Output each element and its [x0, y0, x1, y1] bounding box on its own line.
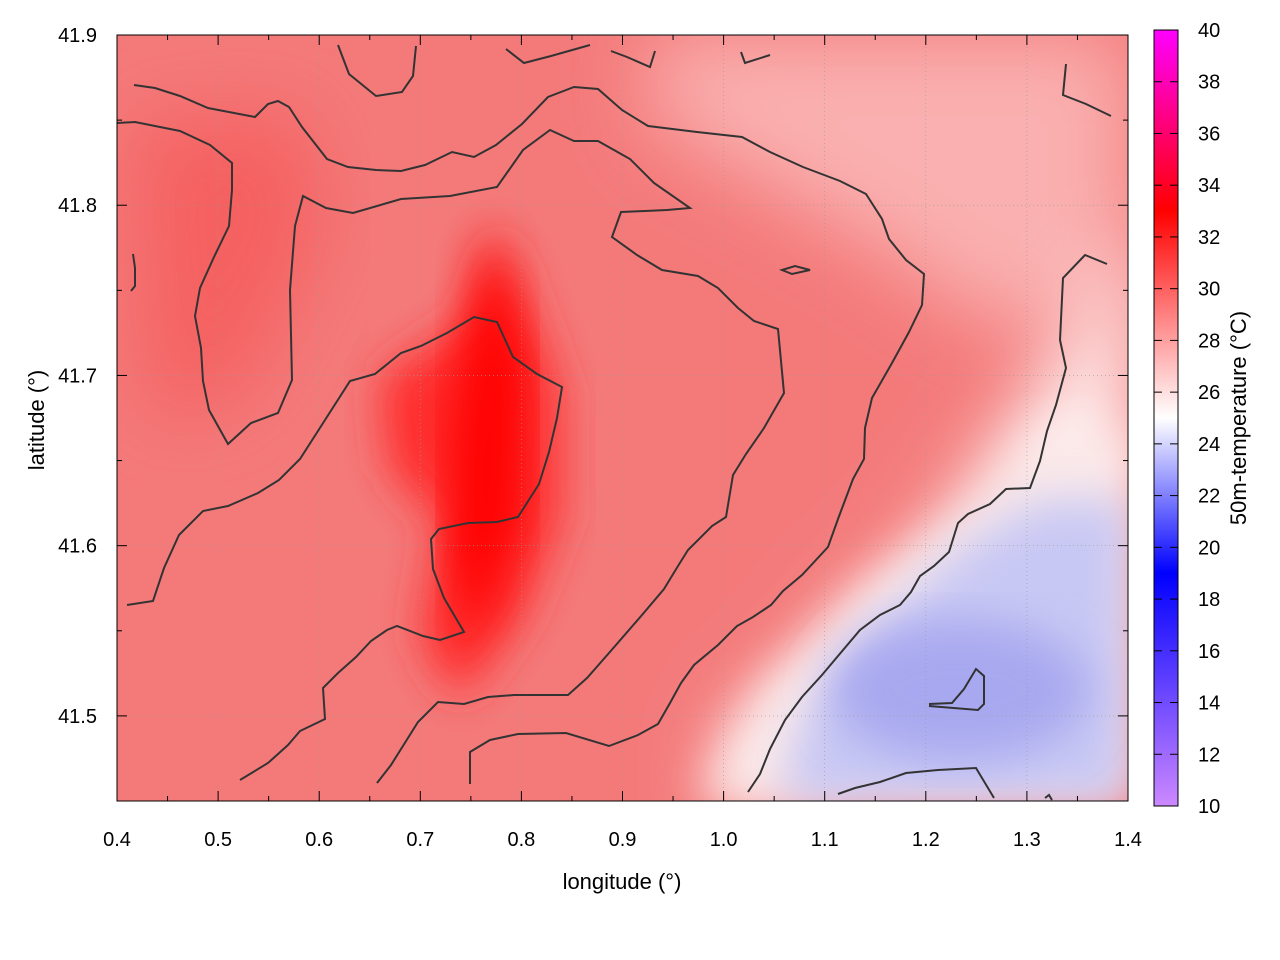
x-axis: 0.4 0.5 0.6 0.7 0.8 0.9 1.0 1.1 1.2 1.3 1.4: [103, 35, 1142, 851]
colorbar-tick-label: 36: [1198, 123, 1220, 145]
colorbar-gradient: [1153, 29, 1179, 807]
colorbar-tick-label: 20: [1198, 537, 1220, 559]
contour-north-3: [610, 50, 656, 69]
contour-west-stub: [130, 253, 136, 292]
y-tick-label: 41.9: [58, 25, 97, 47]
contour-north-5: [1061, 63, 1112, 117]
heat-field: [117, 35, 1128, 801]
contour-se-tick: [1044, 793, 1053, 801]
colorbar-tick-label: 40: [1198, 20, 1220, 42]
contour-28: [133, 84, 926, 784]
x-axis-label: longitude (°): [563, 869, 682, 894]
y-axis-label: latitude (°): [24, 370, 49, 471]
contour-islet: [778, 264, 811, 276]
x-tick-label: 0.6: [305, 829, 333, 851]
x-tick-label: 0.7: [406, 829, 434, 851]
field-cool-core: [830, 620, 1090, 760]
colorbar-tick-label: 24: [1198, 434, 1220, 456]
y-axis: 41.5 41.6 41.7 41.8 41.9: [58, 25, 1128, 802]
contour-22-loop: [928, 667, 985, 712]
colorbar-ticks: 10 12 14 16 18 20 22 24 26 28 30 32 34 36 38 40: [1154, 20, 1220, 818]
contour-north-4: [740, 51, 771, 65]
x-tick-label: 0.4: [103, 829, 131, 851]
colorbar-tick-label: 12: [1198, 744, 1220, 766]
colorbar-label: 50m-temperature (°C): [1226, 311, 1251, 525]
colorbar-tick-label: 18: [1198, 589, 1220, 611]
colorbar-tick-label: 38: [1198, 72, 1220, 94]
x-tick-label: 0.5: [204, 829, 232, 851]
colorbar-tick-label: 30: [1198, 279, 1220, 301]
contour-north-2: [505, 44, 591, 65]
x-tick-label: 1.4: [1114, 829, 1142, 851]
field-warm-ne: [650, 35, 1128, 330]
contour-30: [117, 120, 786, 784]
colorbar-tick-label: 26: [1198, 382, 1220, 404]
field-warm-w: [130, 110, 330, 420]
x-tick-label: 0.8: [507, 829, 535, 851]
field-hot-core: [450, 220, 525, 640]
contour-24: [837, 766, 995, 799]
x-tick-label: 0.9: [609, 829, 637, 851]
y-tick-label: 41.8: [58, 195, 97, 217]
x-tick-label: 1.2: [912, 829, 940, 851]
colorbar-tick-label: 16: [1198, 641, 1220, 663]
colorbar-tick-label: 34: [1198, 175, 1220, 197]
colorbar-tick-label: 22: [1198, 486, 1220, 508]
x-tick-label: 1.3: [1013, 829, 1041, 851]
colorbar-tick-label: 28: [1198, 330, 1220, 352]
y-tick-label: 41.7: [58, 365, 97, 387]
x-tick-label: 1.1: [811, 829, 839, 851]
y-tick-label: 41.5: [58, 706, 97, 728]
colorbar: 10 12 14 16 18 20 22 24 26 28 30 32 34 36 38 40 50m-tem…: [1153, 20, 1251, 818]
y-tick-label: 41.6: [58, 536, 97, 558]
colorbar-tick-label: 10: [1198, 796, 1220, 818]
contour-north-1: [337, 44, 417, 98]
contour-32: [126, 315, 564, 781]
colorbar-tick-label: 14: [1198, 693, 1220, 715]
contour-lines: [117, 44, 1112, 801]
colorbar-tick-label: 32: [1198, 227, 1220, 249]
contour-26: [747, 253, 1108, 793]
x-tick-label: 1.0: [710, 829, 738, 851]
